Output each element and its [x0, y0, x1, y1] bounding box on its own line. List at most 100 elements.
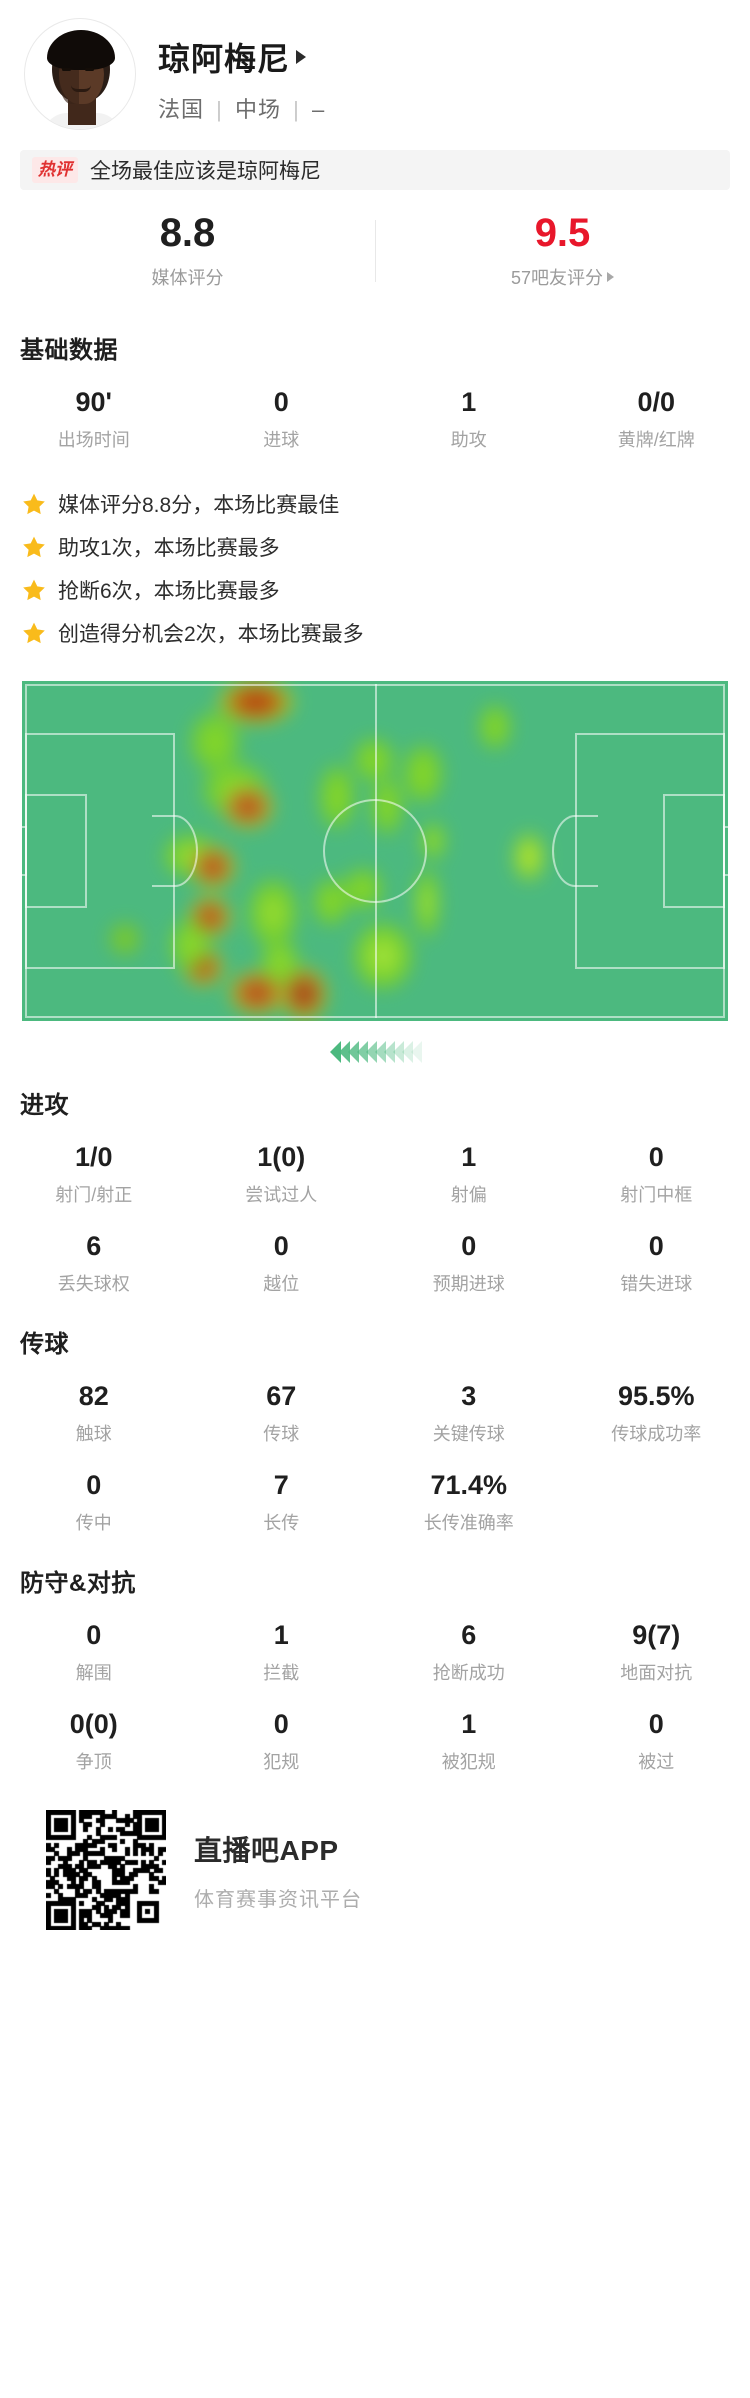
stat-label: 解围	[75, 1663, 112, 1684]
stat-label: 越位	[263, 1274, 300, 1295]
rating-fans-label[interactable]: 57吧友评分	[510, 264, 615, 290]
rating-media-label: 媒体评分	[152, 264, 224, 290]
six-yard-box-left	[25, 794, 87, 909]
player-header: 琼阿梅尼 法国 | 中场 | –	[0, 0, 750, 150]
stat-label: 错失进球	[620, 1274, 693, 1295]
player-stats-page: 琼阿梅尼 法国 | 中场 | – 热评 全场最佳应该是琼阿梅尼 8.8 媒体评分…	[0, 0, 750, 1952]
stat-cell: 0 被过	[563, 1695, 750, 1784]
rating-fans-label-text: 57吧友评分	[510, 268, 604, 288]
stat-value: 82	[78, 1381, 109, 1412]
stat-value: 0	[273, 1231, 289, 1262]
stat-cell: 3 关键传球	[375, 1367, 563, 1456]
app-subtitle: 体育赛事资讯平台	[194, 1888, 362, 1911]
hot-comment-bar[interactable]: 热评 全场最佳应该是琼阿梅尼	[20, 150, 730, 190]
basic-stats-grid: 90' 出场时间 0 进球 1 助攻 0/0 黄牌/红牌	[0, 365, 750, 462]
stat-label: 射门中框	[620, 1185, 693, 1206]
stat-cell: 7 长传	[188, 1456, 376, 1545]
stat-cell: 0 进球	[188, 373, 376, 462]
stat-cell: 0 越位	[188, 1217, 376, 1306]
stat-value: 0/0	[637, 387, 676, 417]
stat-cell: 67 传球	[188, 1367, 376, 1456]
ratings-row: 8.8 媒体评分 9.5 57吧友评分	[0, 212, 750, 312]
stat-label: 地面对抗	[620, 1663, 693, 1684]
stat-value: 0	[648, 1142, 664, 1173]
player-meta: 法国 | 中场 | –	[158, 92, 325, 124]
chevron-right-icon[interactable]	[607, 272, 615, 282]
chevron-left-icon	[393, 1041, 404, 1064]
stat-cell: 0 犯规	[188, 1695, 376, 1784]
stat-label: 尝试过人	[245, 1185, 318, 1206]
stat-value: 71.4%	[430, 1470, 508, 1501]
stat-label: 抢断成功	[432, 1663, 505, 1684]
stat-cell: 1(0) 尝试过人	[188, 1128, 376, 1217]
stat-label: 射门/射正	[55, 1185, 133, 1206]
stat-cell: 95.5% 传球成功率	[563, 1367, 750, 1456]
stat-cell: 0 预期进球	[375, 1217, 563, 1306]
stat-value: 1	[461, 387, 477, 417]
stat-cell: 6 丢失球权	[0, 1217, 188, 1306]
section-title-basic: 基础数据	[20, 337, 118, 364]
passing-stats-grid: 82 触球 67 传球 3 关键传球 95.5% 传球成功率 0 传中 7 长传…	[0, 1359, 750, 1545]
chevron-left-icon	[375, 1041, 386, 1064]
highlights-list: 媒体评分8.8分，本场比赛最佳 助攻1次，本场比赛最多 抢断6次，本场比赛最多 …	[0, 462, 750, 667]
player-identity: 琼阿梅尼 法国 | 中场 | –	[158, 18, 325, 124]
chevron-left-icon	[384, 1041, 395, 1064]
stat-label: 助攻	[450, 430, 487, 451]
meta-separator-1: |	[216, 97, 223, 122]
list-item: 助攻1次，本场比赛最多	[22, 532, 750, 562]
attack-stats-grid: 1/0 射门/射正 1(0) 尝试过人 1 射偏 0 射门中框 6 丢失球权 0…	[0, 1120, 750, 1306]
meta-separator-2: |	[293, 97, 300, 122]
app-footer: 直播吧APP 体育赛事资讯平台	[0, 1784, 750, 1952]
stat-cell: 0 射门中框	[563, 1128, 750, 1217]
chevron-left-icon	[339, 1041, 350, 1064]
chevron-left-icon	[330, 1041, 341, 1064]
stat-value: 0	[461, 1231, 477, 1262]
stat-value: 0	[86, 1620, 102, 1651]
stat-label: 出场时间	[57, 430, 130, 451]
stat-label: 被犯规	[441, 1752, 496, 1773]
goal-left	[22, 826, 27, 877]
defence-stats-grid: 0 解围 1 拦截 6 抢断成功 9(7) 地面对抗 0(0) 争顶 0 犯规 …	[0, 1598, 750, 1784]
rating-media-value: 8.8	[159, 211, 216, 255]
stat-value: 6	[461, 1620, 477, 1651]
stat-label: 拦截	[263, 1663, 300, 1684]
stat-label: 黄牌/红牌	[617, 430, 695, 451]
stat-cell: 0/0 黄牌/红牌	[563, 373, 750, 462]
chevron-left-icon	[402, 1041, 413, 1064]
stat-label: 争顶	[75, 1752, 112, 1773]
page-title: 琼阿梅尼	[158, 41, 291, 77]
player-extra: –	[311, 97, 326, 122]
section-title-defence: 防守&对抗	[20, 1570, 136, 1598]
player-name-row[interactable]: 琼阿梅尼	[158, 34, 325, 80]
stat-value: 67	[266, 1381, 297, 1412]
stat-value: 1	[461, 1142, 477, 1173]
stat-value: 7	[273, 1470, 289, 1501]
list-item: 抢断6次，本场比赛最多	[22, 575, 750, 605]
pitch-heatmap[interactable]	[22, 681, 728, 1022]
section-title-attack: 进攻	[20, 1092, 69, 1120]
stat-value: 0(0)	[69, 1709, 118, 1740]
stat-cell: 82 触球	[0, 1367, 188, 1456]
qr-code[interactable]	[46, 1810, 166, 1931]
stat-cell: 1 拦截	[188, 1606, 376, 1695]
chevron-right-icon[interactable]	[296, 50, 307, 64]
star-icon	[23, 493, 45, 515]
stat-label: 射偏	[450, 1185, 487, 1206]
stat-label: 关键传球	[432, 1424, 505, 1445]
rating-fans[interactable]: 9.5 57吧友评分	[375, 212, 750, 312]
highlight-text: 媒体评分8.8分，本场比赛最佳	[58, 494, 340, 518]
highlight-text: 助攻1次，本场比赛最多	[58, 537, 280, 561]
chevron-left-icon	[357, 1041, 368, 1064]
app-info: 直播吧APP 体育赛事资讯平台	[194, 1829, 362, 1912]
stat-value: 90'	[75, 387, 112, 417]
stat-value: 0	[648, 1231, 664, 1262]
stat-value: 6	[86, 1231, 102, 1262]
stat-label: 犯规	[263, 1752, 300, 1773]
list-item: 媒体评分8.8分，本场比赛最佳	[22, 489, 750, 519]
section-title-passing: 传球	[20, 1331, 69, 1359]
avatar[interactable]	[24, 18, 136, 130]
stat-label: 长传	[263, 1513, 300, 1534]
rating-media-label-text: 媒体评分	[151, 268, 224, 288]
stat-cell: 6 抢断成功	[375, 1606, 563, 1695]
highlight-text: 抢断6次，本场比赛最多	[58, 580, 280, 604]
